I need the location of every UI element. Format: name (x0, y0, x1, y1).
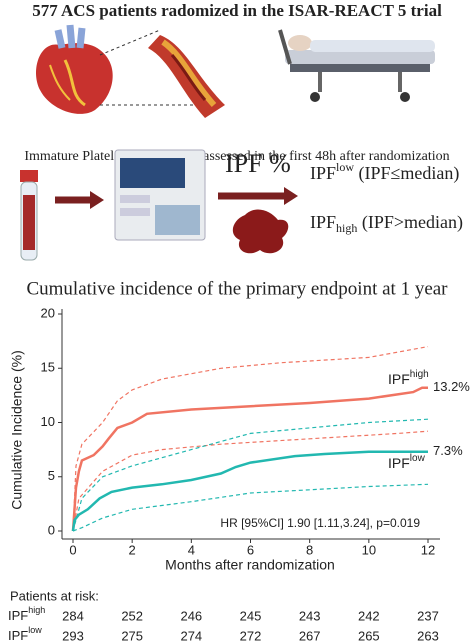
chart-title: Cumulative incidence of the primary endp… (26, 278, 448, 299)
end-label: 7.3% (433, 443, 463, 458)
group-low-label: IPFlow (IPF≤median) (310, 160, 459, 184)
label-main: IPF (8, 608, 28, 623)
label-sup: low (336, 160, 354, 174)
risk-count: 284 (62, 608, 84, 623)
label-sup: low (410, 452, 426, 463)
arrow-head (284, 187, 298, 205)
label-sup: high (410, 368, 429, 379)
label-main: IPF (388, 454, 410, 470)
header-title: 577 ACS patients radomized in the ISAR-R… (32, 1, 442, 20)
hospital-bed-illustration (278, 29, 435, 102)
risk-count: 293 (62, 628, 84, 643)
x-axis-label: Months after randomization (165, 557, 335, 573)
x-tick-label: 10 (362, 542, 376, 557)
arrow-head (90, 191, 104, 209)
risk-count: 242 (358, 608, 380, 623)
x-tick-label: 2 (129, 542, 136, 557)
ci-lower (72, 483, 429, 532)
risk-count: 267 (299, 628, 321, 643)
label-main: IPF (388, 370, 410, 386)
label-main: IPF (310, 212, 336, 232)
risk-count: 245 (240, 608, 262, 623)
series-label: IPFlow (8, 625, 42, 643)
risk-count: 275 (121, 628, 143, 643)
risk-count: 243 (299, 608, 321, 623)
x-tick-label: 8 (306, 542, 313, 557)
y-axis-label: Cumulative Incidence (%) (9, 350, 25, 510)
label-sub: high (336, 221, 357, 235)
ci-lower (72, 430, 429, 532)
artery-illustration (148, 35, 225, 118)
ipf-label: IPF % (225, 149, 291, 178)
label-rest: (IPF≤median) (354, 163, 459, 184)
ci-upper (72, 346, 429, 532)
series-label: IPFhigh (388, 368, 429, 386)
blood-tube-illustration (20, 170, 38, 261)
risk-count: 237 (417, 608, 439, 623)
y-tick-label: 10 (41, 414, 55, 429)
group-high-label: IPFhigh (IPF>median) (310, 212, 463, 235)
risk-count: 263 (417, 628, 439, 643)
risk-count: 252 (121, 608, 143, 623)
risk-count: 272 (240, 628, 262, 643)
heart-illustration (36, 24, 113, 114)
series-label: IPFlow (388, 452, 426, 470)
y-tick-label: 20 (41, 305, 55, 320)
y-tick-label: 0 (48, 522, 55, 537)
label-sup: high (28, 605, 45, 615)
survival-curve (71, 386, 428, 532)
survival-curve (71, 450, 428, 532)
y-tick-label: 15 (41, 360, 55, 375)
annotation: HR [95%CI] 1.90 [1.11,3.24], p=0.019 (220, 516, 420, 530)
risk-count: 265 (358, 628, 380, 643)
label-sup: low (28, 625, 42, 635)
label-main: IPF (8, 628, 28, 643)
x-tick-label: 0 (69, 542, 76, 557)
zoom-lines (99, 29, 200, 106)
y-tick-label: 5 (48, 468, 55, 483)
ci-upper (72, 418, 429, 532)
risk-count: 274 (180, 628, 202, 643)
risk-count: 246 (180, 608, 202, 623)
analyzer-illustration (114, 149, 206, 241)
x-tick-label: 12 (421, 542, 435, 557)
x-tick-label: 6 (247, 542, 254, 557)
platelet-illustration (232, 209, 289, 254)
risk-table-title: Patients at risk: (10, 588, 99, 603)
label-main: IPF (310, 163, 336, 183)
series-label: IPFhigh (8, 605, 45, 623)
label-rest: (IPF>median) (357, 212, 463, 233)
x-tick-label: 4 (188, 542, 195, 557)
end-label: 13.2% (433, 379, 470, 394)
